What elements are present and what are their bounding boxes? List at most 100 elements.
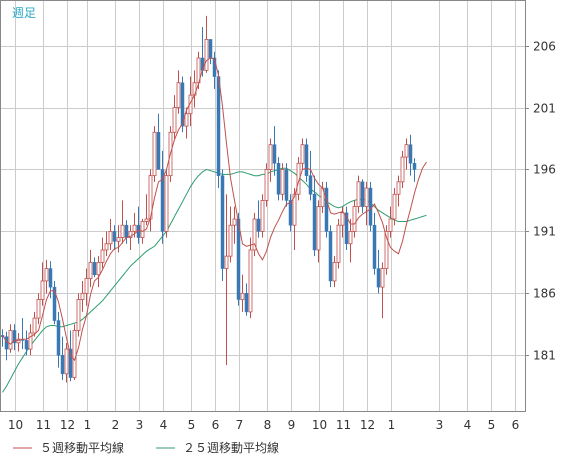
candle-body [384, 230, 389, 269]
candle-body [164, 175, 169, 232]
candle [364, 181, 369, 226]
candle-body [108, 230, 113, 245]
x-tick-label: 1 [84, 418, 92, 432]
candle [348, 219, 353, 263]
candle-body [244, 293, 249, 313]
candle-body [220, 175, 225, 269]
candle-body [340, 212, 345, 226]
candle [240, 274, 245, 312]
candle [144, 194, 149, 226]
candle-body [388, 218, 393, 232]
candle-body [176, 82, 181, 108]
x-tick-label: 6 [212, 418, 220, 432]
candle [316, 200, 321, 263]
ma5-line [2, 57, 427, 362]
candle [256, 200, 261, 238]
candle [216, 70, 221, 189]
x-tick-label: 10 [312, 418, 327, 432]
candle-body [180, 82, 185, 127]
candle [408, 134, 413, 176]
candle-body [8, 330, 13, 350]
candle-body [272, 144, 277, 164]
candle-body [124, 224, 129, 238]
candle-body [184, 113, 189, 127]
candle [352, 200, 357, 238]
y-tick-label: 181 [533, 349, 556, 363]
candle [380, 262, 385, 319]
candle-body [288, 200, 293, 226]
candle-body [104, 243, 109, 251]
candle-body [76, 299, 81, 331]
candle-body [64, 348, 69, 375]
candle-body [60, 355, 65, 375]
candle-body [252, 218, 257, 251]
candle [360, 179, 365, 213]
candle-body [240, 292, 245, 300]
candle [52, 280, 57, 325]
x-tick-label: 10 [8, 418, 23, 432]
candle-body [100, 249, 105, 263]
candle [12, 324, 17, 351]
candle-body [56, 320, 61, 356]
candle [112, 225, 117, 250]
candle [44, 259, 49, 294]
x-tick-label: 12 [360, 418, 375, 432]
x-tick-label: 6 [512, 418, 520, 432]
candle-body [16, 338, 21, 344]
candle [328, 225, 333, 288]
x-tick-label: 11 [336, 418, 351, 432]
candle [204, 15, 209, 73]
x-tick-label: 8 [264, 418, 272, 432]
candle-body [376, 268, 381, 288]
x-tick-label: 4 [160, 418, 168, 432]
candle-body [208, 39, 213, 59]
candle [36, 293, 41, 325]
candle-body [48, 268, 53, 288]
candle-body [112, 231, 117, 242]
candle [56, 311, 61, 368]
candle-body [172, 107, 177, 133]
candle [60, 336, 65, 381]
x-tick-label: 4 [464, 418, 472, 432]
candle [300, 138, 305, 170]
candle-body [96, 261, 101, 276]
candle [100, 237, 105, 269]
candle [108, 219, 113, 250]
candle [32, 311, 37, 337]
candle-body [28, 332, 33, 350]
candle-body [348, 230, 353, 245]
ma5-layer [2, 57, 427, 362]
candle-body [412, 163, 417, 170]
candle [288, 194, 293, 232]
candle-body [276, 163, 281, 195]
candle-body [284, 169, 289, 201]
grid-lines [1, 1, 525, 411]
candle-body [52, 286, 57, 321]
candle-body [152, 131, 157, 177]
candle-body [336, 224, 341, 263]
candle-body [92, 262, 97, 275]
y-tick-label: 196 [533, 163, 556, 177]
candle [88, 249, 93, 288]
x-tick-label: 11 [36, 418, 51, 432]
candle [120, 200, 125, 244]
candle-body [308, 175, 313, 195]
y-tick-label: 191 [533, 225, 556, 239]
candle [304, 138, 309, 182]
candle [356, 175, 361, 213]
candle-body [316, 206, 321, 251]
candle-body [132, 224, 137, 232]
candle [324, 181, 329, 238]
candle-body [304, 144, 309, 176]
candle-body [216, 76, 221, 176]
x-tick-label: 7 [236, 418, 244, 432]
candle [336, 219, 341, 269]
candle-body [12, 330, 17, 344]
candle-body [292, 193, 297, 226]
candle [176, 70, 181, 114]
candle [388, 206, 393, 238]
candle [172, 95, 177, 139]
candle-body [80, 292, 85, 300]
